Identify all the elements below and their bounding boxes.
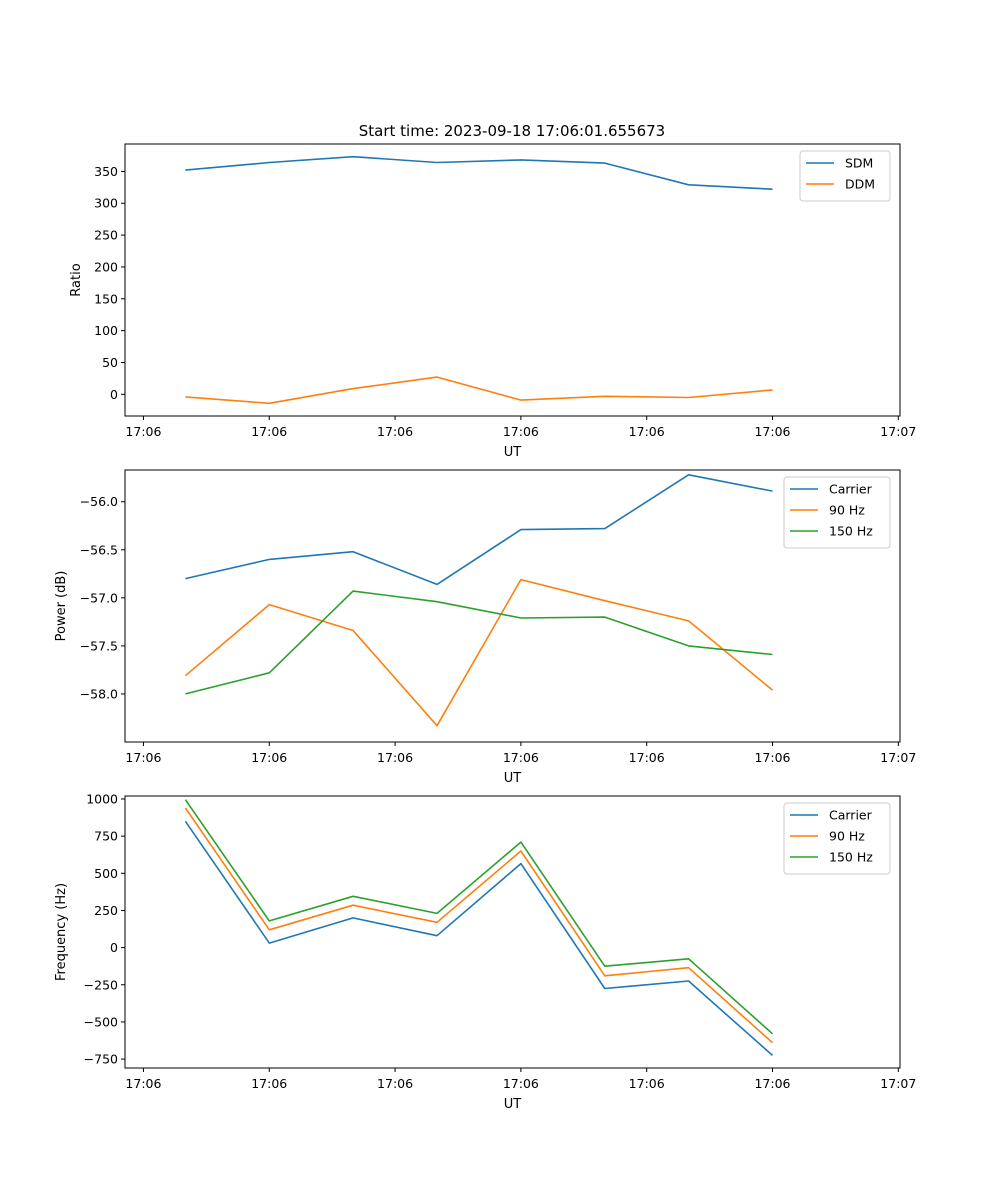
x-tick-label: 17:06 — [503, 1076, 539, 1091]
legend-label: Carrier — [829, 808, 873, 823]
y-axis-label: Power (dB) — [54, 571, 69, 642]
legend-label: 150 Hz — [829, 524, 873, 539]
x-tick-label: 17:07 — [880, 750, 916, 765]
y-tick-label: −500 — [84, 1014, 118, 1029]
x-tick-label: 17:06 — [629, 424, 665, 439]
x-tick-label: 17:06 — [503, 424, 539, 439]
y-axis-label: Ratio — [69, 263, 84, 296]
subplot-3: 17:06 17:06 17:06 17:06 17:06 17:06 17:07 −750 −… — [54, 791, 916, 1112]
x-tick-label: 17:06 — [503, 750, 539, 765]
legend-label: 90 Hz — [829, 503, 865, 518]
x-tick-label: 17:06 — [629, 750, 665, 765]
legend-label: 150 Hz — [829, 850, 873, 865]
series-line-90-hz — [184, 578, 774, 727]
x-tick-label: 17:06 — [251, 424, 287, 439]
legend: Carrier 90 Hz 150 Hz — [783, 802, 891, 875]
x-tick-label: 17:06 — [377, 750, 413, 765]
y-tick-label: −58.0 — [80, 686, 118, 701]
legend-label: SDM — [845, 156, 873, 171]
y-tick-label: 350 — [94, 164, 118, 179]
y-tick-label: −250 — [84, 977, 118, 992]
y-axis-label: Frequency (Hz) — [54, 883, 69, 981]
y-tick-label: −57.0 — [80, 590, 118, 605]
x-tick-label: 17:07 — [880, 1076, 916, 1091]
x-tick-label: 17:06 — [125, 424, 161, 439]
y-tick-label: 250 — [94, 903, 118, 918]
series-line-150-hz — [185, 590, 773, 695]
y-tick-label: 150 — [94, 291, 118, 306]
legend-label: DDM — [845, 177, 875, 192]
y-tick-label: 200 — [94, 259, 118, 274]
y-tick-label: −750 — [84, 1052, 118, 1067]
x-tick-label: 17:06 — [754, 1076, 790, 1091]
legend-label: 90 Hz — [829, 829, 865, 844]
y-tick-label: 100 — [94, 323, 118, 338]
axes-frame — [124, 469, 901, 743]
x-axis-label: UT — [504, 771, 522, 786]
y-tick-label: 0 — [110, 387, 118, 402]
series-line-90-hz — [184, 807, 774, 1044]
axes-frame — [124, 795, 901, 1069]
y-tick-label: 1000 — [86, 791, 118, 806]
y-tick-label: −56.0 — [80, 494, 118, 509]
x-tick-label: 17:06 — [251, 750, 287, 765]
y-tick-label: 750 — [94, 829, 118, 844]
y-tick-label: −56.5 — [80, 542, 118, 557]
x-tick-label: 17:06 — [125, 1076, 161, 1091]
x-tick-label: 17:06 — [377, 1076, 413, 1091]
legend: Carrier 90 Hz 150 Hz — [783, 476, 891, 549]
subplot-2: 17:06 17:06 17:06 17:06 17:06 17:06 17:07 −58.0… — [54, 469, 916, 786]
y-tick-label: 500 — [94, 866, 118, 881]
x-axis-label: UT — [504, 1097, 522, 1112]
x-tick-label: 17:07 — [880, 424, 916, 439]
subplot-1: 17:06 17:06 17:06 17:06 17:06 17:06 17:07 0 50 10… — [69, 143, 916, 460]
x-tick-label: 17:06 — [251, 1076, 287, 1091]
x-axis-label: UT — [504, 445, 522, 460]
x-tick-label: 17:06 — [754, 424, 790, 439]
x-tick-label: 17:06 — [377, 424, 413, 439]
x-tick-label: 17:06 — [125, 750, 161, 765]
y-tick-label: −57.5 — [80, 638, 118, 653]
y-tick-label: 250 — [94, 228, 118, 243]
y-tick-label: 0 — [110, 940, 118, 955]
legend-label: Carrier — [829, 482, 873, 497]
series-line-150-hz — [184, 799, 774, 1035]
series-line-sdm — [185, 155, 773, 190]
y-tick-label: 50 — [102, 355, 118, 370]
axes-frame — [124, 143, 901, 417]
y-tick-label: 300 — [94, 196, 118, 211]
series-line-ddm — [185, 376, 773, 405]
x-tick-label: 17:06 — [629, 1076, 665, 1091]
series-line-carrier — [185, 473, 773, 586]
figure-title: Start time: 2023-09-18 17:06:01.655673 — [359, 122, 665, 140]
legend: SDM DDM — [799, 150, 891, 202]
x-tick-label: 17:06 — [754, 750, 790, 765]
series-line-carrier — [184, 820, 774, 1056]
